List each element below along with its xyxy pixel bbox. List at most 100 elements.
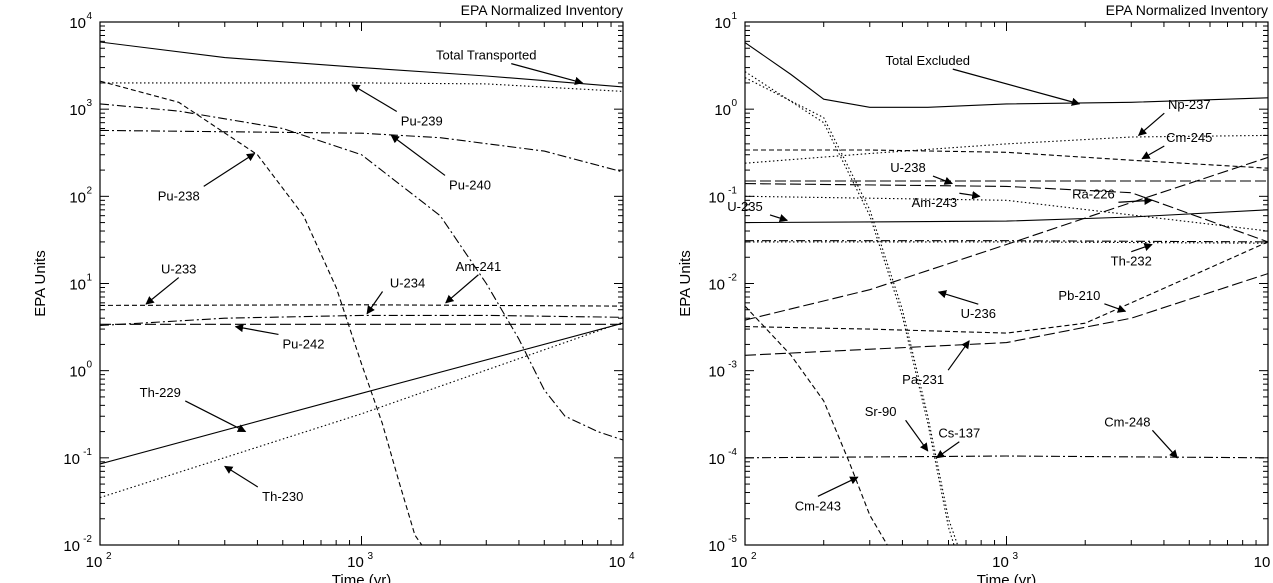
series-line	[100, 129, 623, 173]
annotation-arrow	[234, 323, 279, 336]
series-label: Pu-239	[401, 113, 443, 128]
y-tick-exponent: 1	[731, 11, 737, 22]
series-line	[745, 455, 1268, 459]
annotation-arrow	[184, 400, 247, 433]
x-axis-label: Time (yr)	[332, 572, 391, 583]
series-line	[745, 241, 1268, 334]
series-label: Th-230	[262, 489, 303, 504]
y-tick-label: 10	[63, 451, 80, 468]
series-label: U-235	[727, 199, 762, 214]
y-tick-label: 10	[708, 189, 725, 206]
series-label: Pa-231	[902, 372, 944, 387]
y-axis-label: EPA Units	[32, 250, 49, 316]
series-label: Pb-210	[1058, 288, 1100, 303]
plot-frame	[99, 21, 624, 546]
y-tick-label: 10	[69, 364, 86, 381]
series-line	[745, 183, 1268, 243]
chart-title: EPA Normalized Inventory	[1106, 2, 1268, 18]
y-tick-label: 10	[708, 277, 725, 294]
chart-panel-2: 102103104-510-410-310-210-110010110Time …	[677, 2, 1270, 583]
series-label: Am-243	[912, 195, 958, 210]
annotation-arrow	[769, 214, 788, 223]
x-tick-label: 10	[992, 554, 1009, 571]
series-label: Pu-238	[158, 188, 200, 203]
series-label: Cm-248	[1104, 414, 1150, 429]
series-label: Pu-242	[283, 336, 325, 351]
y-tick-exponent: -3	[728, 360, 737, 371]
y-tick-label: 10	[714, 102, 731, 119]
y-axis-label: EPA Units	[677, 250, 694, 316]
y-tick-exponent: -1	[728, 185, 737, 196]
series-label: Th-232	[1111, 254, 1152, 269]
y-tick-label: 10	[69, 277, 86, 294]
y-tick-label: 10	[708, 364, 725, 381]
y-tick-label: 10	[708, 538, 725, 555]
series-line	[745, 77, 959, 545]
series-line	[745, 149, 1268, 169]
y-tick-label: 10	[69, 189, 86, 206]
y-tick-label: 10	[714, 15, 731, 32]
x-tick-label: 10	[86, 554, 103, 571]
y-tick-exponent: -4	[728, 447, 737, 458]
y-tick-label: 10	[69, 102, 86, 119]
annotation-arrow	[203, 152, 256, 187]
annotation-arrow	[445, 274, 479, 304]
series-line	[100, 314, 623, 327]
annotation-arrow	[1137, 112, 1165, 136]
y-tick-exponent: 2	[86, 185, 92, 196]
series-label: U-234	[390, 275, 425, 290]
series-line	[100, 103, 623, 441]
y-tick-exponent: -5	[728, 534, 737, 545]
series-line	[745, 240, 1268, 243]
x-axis-label: Time (yr)	[977, 572, 1036, 583]
annotation-arrow	[935, 441, 960, 459]
y-tick-exponent: 3	[86, 98, 92, 109]
annotation-arrow	[952, 68, 1081, 106]
series-label: U-233	[161, 262, 196, 277]
y-tick-exponent: -2	[728, 273, 737, 284]
series-label: Total Transported	[436, 48, 536, 63]
series-label: Cs-137	[938, 426, 980, 441]
series-line	[745, 71, 955, 545]
series-group	[100, 41, 623, 545]
annotation-arrow	[1104, 303, 1127, 313]
series-line	[100, 41, 623, 88]
annotation-arrow	[947, 340, 970, 371]
annotation-arrow	[937, 290, 979, 305]
annotation-arrow	[224, 465, 259, 488]
x-tick-exponent: 3	[1013, 551, 1019, 562]
series-label: U-236	[961, 306, 996, 321]
annotation-arrow	[145, 277, 180, 305]
y-tick-exponent: -1	[83, 447, 92, 458]
y-tick-label: 10	[69, 15, 86, 32]
y-tick-label: 10	[63, 538, 80, 555]
annotation-arrow	[1141, 145, 1165, 160]
annotation-arrow	[1151, 429, 1178, 459]
series-line	[745, 42, 1268, 108]
series-label: Th-229	[140, 385, 181, 400]
series-line	[745, 156, 1268, 321]
y-tick-exponent: 0	[86, 360, 92, 371]
series-line	[745, 134, 1268, 164]
annotation-arrow	[390, 134, 446, 176]
annotation-arrow	[1118, 196, 1153, 205]
annotation-arrow	[511, 63, 584, 86]
y-tick-label: 10	[708, 451, 725, 468]
x-tick-label: 10	[609, 554, 626, 571]
series-line	[100, 321, 623, 499]
x-tick-exponent: 4	[629, 551, 635, 562]
series-line	[745, 241, 1268, 244]
series-group	[745, 42, 1268, 545]
series-label: Np-237	[1168, 97, 1211, 112]
series-line	[745, 305, 888, 545]
series-label: Am-241	[456, 259, 502, 274]
y-tick-exponent: 4	[86, 11, 92, 22]
series-line	[100, 322, 623, 465]
series-line	[745, 209, 1268, 224]
x-tick-exponent: 3	[368, 551, 374, 562]
x-tick-label: 10	[347, 554, 364, 571]
series-label: Cm-245	[1166, 130, 1212, 145]
